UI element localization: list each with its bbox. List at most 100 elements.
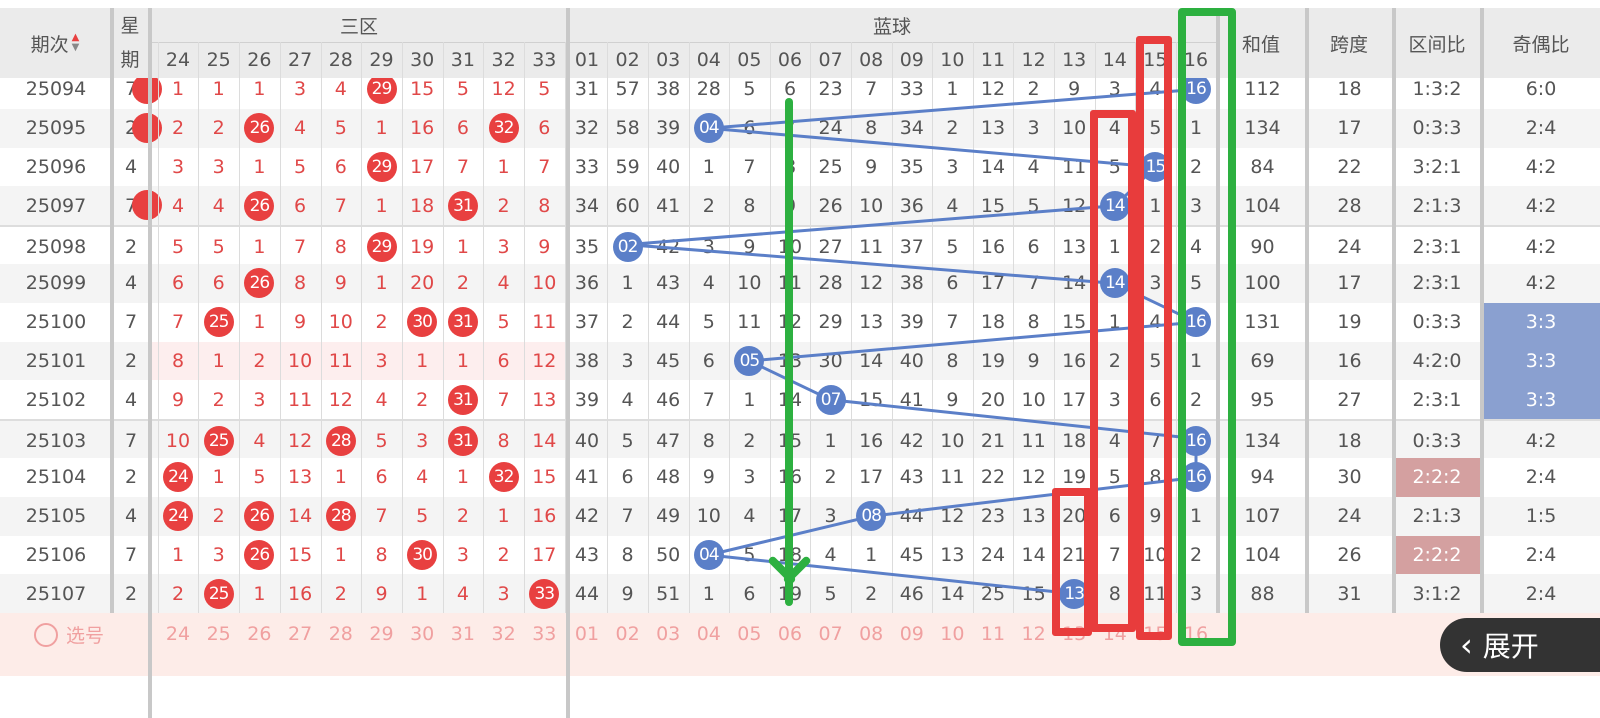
blue-column-header: 16 (1183, 49, 1209, 71)
zone-ratio: 1:3:2 (1412, 78, 1462, 101)
blue-miss-count: 14 (973, 148, 1013, 187)
blue-miss-count: 10 (851, 186, 891, 225)
miss-value: 13 (1062, 235, 1087, 258)
red-ball: 30 (402, 536, 442, 575)
select-blue-number[interactable]: 05 (737, 623, 762, 645)
select-blue-number[interactable]: 08 (859, 623, 884, 645)
blue-miss-count: 35 (567, 227, 607, 266)
red-ball: 26 (239, 497, 279, 536)
miss-value: 1 (212, 466, 225, 489)
blue-miss-count: 51 (648, 574, 688, 613)
weekday: 7 (124, 543, 138, 566)
miss-value: 37 (574, 311, 600, 334)
select-red-number[interactable]: 27 (288, 623, 313, 645)
select-red-number[interactable]: 32 (491, 623, 516, 645)
column-divider (1392, 8, 1396, 78)
select-blue-number[interactable]: 11 (980, 623, 1006, 645)
miss-value: 1 (865, 543, 878, 566)
sort-up-down-icon[interactable]: ▲ ▼ (71, 32, 80, 53)
zone-ratio: 3:2:1 (1412, 155, 1462, 178)
miss-value: 5 (456, 78, 469, 101)
select-blue-number[interactable]: 06 (777, 623, 803, 645)
column-divider (1175, 42, 1177, 676)
red-miss-count: 2 (362, 303, 402, 342)
issue-number: 25106 (25, 543, 87, 566)
blue-miss-count: 8 (689, 421, 729, 460)
red-miss-count: 7 (443, 148, 483, 187)
red-column-header: 29 (369, 49, 394, 71)
miss-value: 14 (859, 349, 884, 372)
issue-header[interactable]: 期次 ▲ ▼ (0, 8, 110, 78)
select-red-number[interactable]: 30 (410, 623, 435, 645)
miss-value: 11 (1062, 155, 1087, 178)
chevron-left-icon: ‹ (1460, 626, 1473, 664)
issue-header-label: 期次 (30, 33, 69, 56)
red-miss-count: 2 (402, 380, 442, 419)
red-miss-count: 16 (524, 497, 564, 536)
miss-value: 11 (737, 311, 762, 334)
select-red-number[interactable]: 33 (532, 623, 557, 645)
select-red-number[interactable]: 25 (206, 623, 231, 645)
red-ball-partial (132, 112, 162, 143)
miss-value: 9 (621, 582, 634, 605)
red-miss-count: 6 (199, 264, 239, 303)
select-blue-number[interactable]: 10 (940, 623, 965, 645)
blue-column-header: 07 (818, 49, 843, 71)
red-ball-number: 30 (407, 307, 438, 338)
select-blue-number[interactable]: 03 (656, 623, 681, 645)
select-red-number[interactable]: 31 (450, 623, 475, 645)
miss-value: 15 (410, 78, 435, 101)
red-miss-count: 11 (321, 342, 361, 381)
miss-value: 3 (375, 349, 388, 372)
miss-value: 6 (743, 117, 756, 140)
red-miss-count: 3 (239, 380, 279, 419)
blue-miss-count: 42 (567, 497, 607, 536)
miss-value: 34 (899, 117, 924, 140)
red-miss-count: 1 (158, 536, 198, 575)
blue-miss-count: 17 (851, 458, 891, 497)
miss-value: 4 (497, 272, 510, 295)
miss-value: 4 (294, 117, 307, 140)
red-ball-number: 25 (203, 578, 234, 609)
red-miss-count: 9 (280, 303, 320, 342)
miss-value: 1 (375, 272, 388, 295)
column-divider (769, 42, 771, 676)
miss-value: 5 (743, 543, 756, 566)
red-ball-number: 28 (325, 425, 356, 456)
miss-value: 19 (1062, 466, 1087, 489)
select-blue-number[interactable]: 01 (574, 623, 600, 645)
select-red-number[interactable]: 26 (247, 623, 272, 645)
column-divider (972, 42, 974, 676)
miss-value: 3 (702, 235, 715, 258)
blue-column-header: 01 (574, 49, 600, 71)
miss-value: 48 (656, 466, 681, 489)
miss-value: 4 (253, 429, 266, 452)
column-divider (932, 42, 934, 78)
expand-button[interactable]: ‹ 展开 (1440, 618, 1600, 672)
miss-value: 7 (743, 155, 756, 178)
select-blue-number[interactable]: 09 (899, 623, 924, 645)
select-blue-number[interactable]: 07 (818, 623, 843, 645)
column-divider (1216, 42, 1220, 655)
blue-miss-count: 36 (892, 186, 932, 225)
red-miss-count: 12 (484, 70, 524, 109)
red-miss-count: 18 (402, 186, 442, 225)
miss-value: 16 (980, 235, 1006, 258)
miss-value: 5 (538, 78, 551, 101)
select-red-number[interactable]: 28 (328, 623, 353, 645)
red-miss-count: 1 (239, 148, 279, 187)
miss-value: 3 (1108, 78, 1121, 101)
select-blue-number[interactable]: 02 (615, 623, 640, 645)
miss-value: 6 (538, 117, 551, 140)
select-blue-number[interactable]: 04 (696, 623, 721, 645)
select-red-number[interactable]: 24 (165, 623, 191, 645)
select-number-toggle[interactable]: 选号 (34, 621, 104, 648)
select-blue-number[interactable]: 12 (1021, 623, 1046, 645)
blue-miss-count: 3 (608, 342, 648, 381)
red-miss-count: 12 (280, 421, 320, 460)
select-red-number[interactable]: 29 (369, 623, 394, 645)
red-miss-count: 6 (280, 186, 320, 225)
red-ball-number: 29 (366, 231, 397, 262)
highlight-band (150, 341, 565, 381)
odd-even-ratio: 1:5 (1525, 505, 1557, 528)
